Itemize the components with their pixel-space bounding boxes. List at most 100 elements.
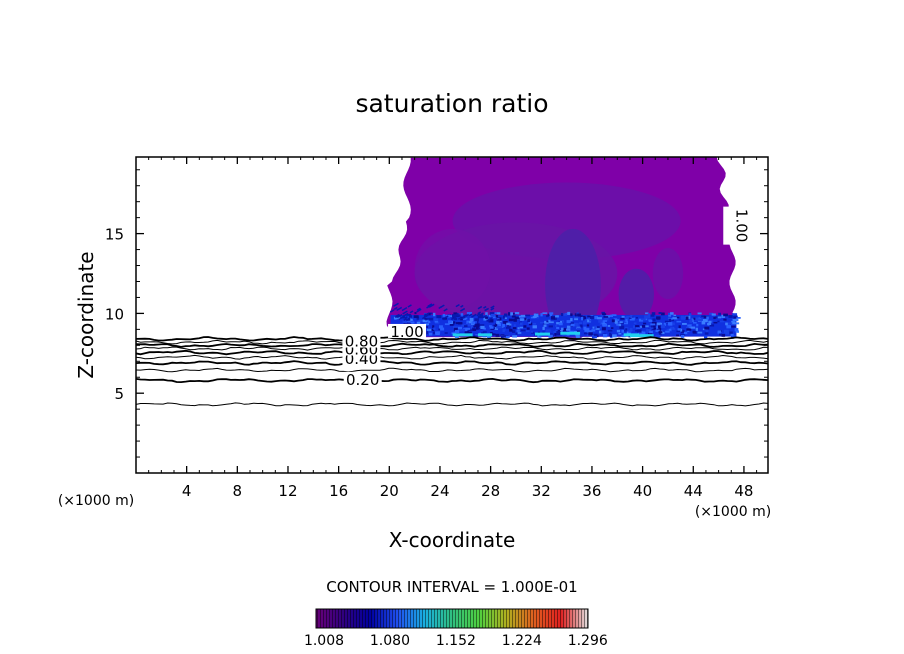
cloud-speckle — [651, 312, 656, 316]
cloud-speckle — [601, 327, 606, 331]
cloud-speckle — [730, 333, 734, 337]
cloud-speckle — [706, 316, 709, 320]
cloud-speckle — [496, 325, 499, 329]
cloud-speckle — [580, 315, 583, 318]
cloud-speckle — [485, 312, 488, 316]
x-tick-label: 44 — [684, 482, 703, 500]
cloud-speckle — [656, 316, 661, 320]
cloud-speckle — [733, 315, 738, 318]
cloud-speckle — [457, 329, 462, 332]
cloud-speckle — [474, 323, 480, 327]
cloud-streak — [395, 313, 400, 318]
cloud-speckle — [672, 322, 675, 326]
cloud-speckle — [710, 324, 715, 327]
cloud-speckle — [693, 317, 696, 320]
cloud-speckle — [646, 330, 651, 333]
contour-line — [136, 377, 768, 384]
cloud-speckle — [689, 319, 693, 323]
cloud-speckle — [418, 319, 424, 322]
cloud-streak — [477, 305, 483, 310]
cloud-speckle — [468, 329, 473, 332]
cloud-speckle — [453, 327, 458, 332]
cloud-speckle — [628, 330, 632, 333]
y-tick-label: 15 — [105, 226, 124, 244]
cloud-speckle — [668, 328, 672, 331]
cloud-speckle — [686, 327, 692, 331]
cloud-speckle — [548, 319, 551, 323]
cloud-speckle — [463, 318, 467, 320]
cloud-speckle — [653, 324, 656, 328]
cloud-speckle — [646, 329, 652, 333]
cloud-speckle — [436, 315, 442, 319]
cloud-speckle — [553, 330, 557, 334]
cloud-speckle — [644, 325, 649, 328]
cloud-speckle — [493, 324, 498, 327]
cloud-speckle — [409, 321, 415, 324]
cloud-speckle — [655, 334, 661, 338]
colorbar-tick-label: 1.152 — [436, 633, 476, 649]
cloud-speckle — [717, 316, 722, 319]
cloud-speckle — [721, 314, 726, 318]
contour-line — [136, 354, 768, 360]
cloud-speckle — [677, 328, 682, 331]
cloud-speckle — [703, 315, 709, 319]
cloud-speckle — [607, 325, 611, 327]
cloud-speckle — [665, 330, 670, 333]
cloud-speckle — [620, 317, 625, 320]
cloud-speckle — [713, 316, 716, 320]
cloud-speckle — [670, 317, 673, 320]
cloud-speckle — [512, 335, 518, 338]
cloud-streak — [396, 314, 403, 319]
cloud-speckle — [514, 316, 520, 320]
cloud-speckle — [547, 313, 550, 316]
cloud-speckle — [560, 313, 564, 317]
cloud-speckle — [580, 324, 583, 328]
cloud-speckle — [621, 335, 625, 337]
cloud-speckle — [692, 330, 696, 333]
cloud-streak — [423, 313, 429, 318]
cloud-speckle — [625, 328, 628, 331]
cloud-speckle — [532, 316, 537, 319]
cloud-speckle — [623, 320, 627, 323]
cloud-speckle — [705, 329, 709, 333]
cloud-speckle — [652, 318, 656, 322]
contour-label: 0.20 — [343, 371, 382, 389]
cloud-speckle — [489, 325, 492, 328]
cloud-speckle — [406, 318, 409, 321]
cloud-plume — [618, 268, 655, 320]
cloud-speckle — [602, 323, 608, 327]
cloud-inner-shading — [414, 182, 684, 341]
cloud-speckle — [597, 317, 602, 320]
contour-line — [136, 367, 768, 373]
cloud-speckle — [635, 329, 639, 332]
cloud-speckle — [648, 319, 653, 322]
cloud-speckle — [619, 321, 623, 324]
cloud-speckle — [576, 312, 579, 315]
cloud-speckle — [724, 329, 729, 334]
cloud-speckle — [668, 318, 672, 323]
cloud-speckle — [502, 329, 505, 333]
x-tick-label: 36 — [582, 482, 601, 500]
cloud-speckle — [602, 313, 607, 316]
cloud-speckle — [650, 314, 655, 317]
cloud-speckle — [505, 335, 510, 339]
cloud-speckle — [555, 329, 560, 332]
cloud-speckle — [548, 321, 554, 324]
cloud-speckle — [715, 316, 720, 319]
cloud-plume — [545, 228, 601, 341]
cloud-speckle — [488, 314, 493, 317]
cloud-speckle — [465, 327, 471, 330]
cloud-speckle — [581, 316, 586, 321]
cloud-speckle — [588, 332, 593, 336]
cloud-speckle — [450, 315, 453, 318]
cloud-speckle — [717, 330, 722, 334]
cloud-speckle — [614, 320, 617, 323]
cloud-streak — [393, 302, 399, 307]
cloud-speckle — [512, 327, 517, 330]
cloud-speckle — [732, 313, 738, 316]
cloud-speckle — [644, 315, 649, 319]
cloud-highlight — [534, 332, 550, 336]
cloud-speckle — [600, 314, 604, 317]
cloud-speckle — [731, 321, 736, 325]
cloud-speckle — [545, 315, 549, 318]
